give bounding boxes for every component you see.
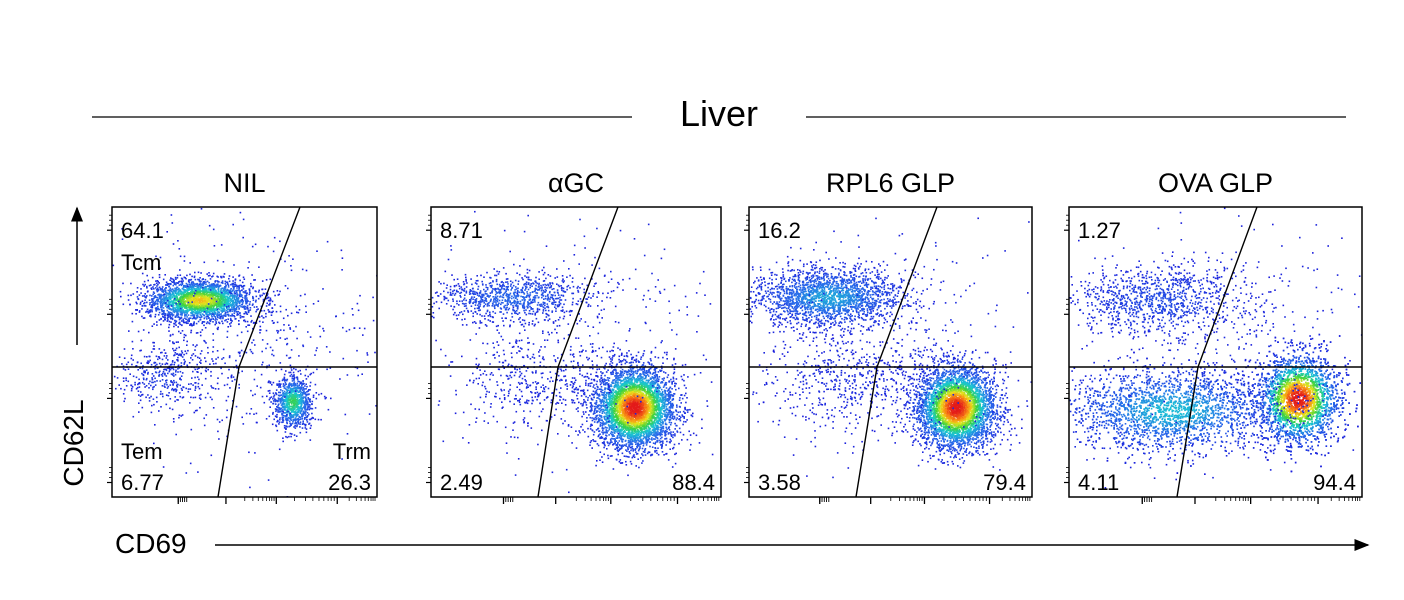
panel-4: OVA GLP 1.27 4.11 94.4 (1064, 168, 1363, 504)
y-ticks (107, 214, 112, 484)
plot-frame (748, 206, 1033, 498)
gate-line (1176, 206, 1258, 498)
gate-line (537, 206, 619, 498)
panel-3: RPL6 GLP 16.2 3.58 79.4 (744, 168, 1033, 504)
quadrant-top-left-value: 16.2 (758, 218, 801, 243)
gate-line (855, 206, 938, 498)
gate-name-tem: Tem (121, 439, 163, 464)
quadrant-top-left-value: 8.71 (440, 218, 483, 243)
quadrant-top-left-value: 64.1 (121, 218, 164, 243)
panel-1: NIL 64.1 6.77 26.3 Tcm Tem Trm (107, 168, 378, 504)
quadrant-bottom-left-value: 4.11 (1078, 470, 1119, 495)
x-axis-label: CD69 (115, 528, 187, 559)
plot-frame (430, 206, 722, 498)
figure-title: Liver (680, 93, 758, 134)
quadrant-bottom-left-value: 3.58 (758, 470, 801, 495)
event-dots (749, 217, 1032, 479)
event-dots (431, 210, 714, 494)
event-dots (1069, 207, 1362, 489)
plot-frame (1068, 206, 1363, 498)
quadrant-bottom-right-value: 94.4 (1313, 470, 1356, 495)
quadrant-bottom-right-value: 79.4 (983, 470, 1026, 495)
event-dots (112, 208, 377, 497)
panel-2: αGC 8.71 2.49 88.4 (426, 168, 722, 504)
panel-title: αGC (548, 168, 604, 198)
panel-title: RPL6 GLP (826, 168, 955, 198)
gate-line (217, 206, 301, 498)
gate-name-tcm: Tcm (121, 250, 161, 275)
x-ticks (502, 497, 720, 504)
quadrant-bottom-right-value: 88.4 (672, 470, 715, 495)
x-ticks (1141, 497, 1361, 504)
y-axis-label: CD62L (58, 399, 89, 486)
quadrant-bottom-left-value: 6.77 (121, 470, 164, 495)
y-ticks (426, 214, 431, 484)
quadrant-bottom-left-value: 2.49 (440, 470, 483, 495)
panel-title: OVA GLP (1158, 168, 1273, 198)
y-ticks (744, 214, 749, 484)
x-ticks (819, 497, 1031, 504)
gate-name-trm: Trm (333, 439, 371, 464)
panel-title: NIL (223, 168, 265, 198)
x-ticks (177, 497, 376, 504)
y-ticks (1064, 214, 1069, 484)
quadrant-top-left-value: 1.27 (1078, 218, 1121, 243)
quadrant-bottom-right-value: 26.3 (328, 470, 371, 495)
